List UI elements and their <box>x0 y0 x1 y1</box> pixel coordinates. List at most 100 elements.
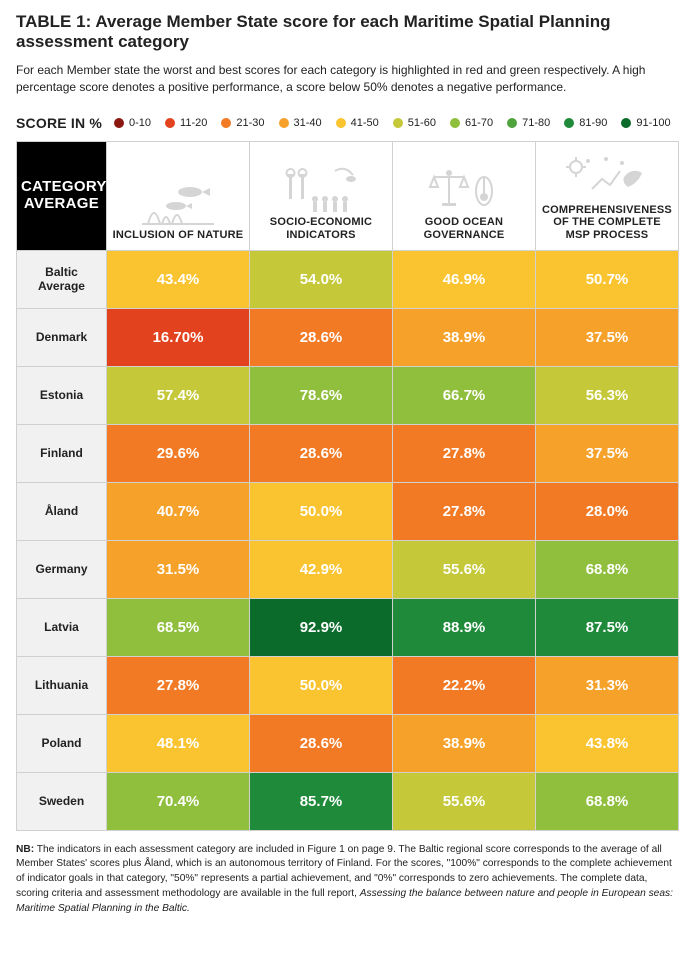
score-cell: 55.6% <box>393 772 536 830</box>
score-cell: 38.9% <box>393 308 536 366</box>
table-row: Germany31.5%42.9%55.6%68.8% <box>17 540 679 598</box>
score-cell: 68.8% <box>536 772 679 830</box>
column-header: SOCIO-ECONOMIC INDICATORS <box>250 141 393 250</box>
score-cell: 50.7% <box>536 250 679 308</box>
score-cell: 87.5% <box>536 598 679 656</box>
score-cell: 37.5% <box>536 424 679 482</box>
legend-label: 81-90 <box>579 117 607 129</box>
legend-dot <box>507 118 517 128</box>
table-row: Lithuania27.8%50.0%22.2%31.3% <box>17 656 679 714</box>
score-cell: 27.8% <box>107 656 250 714</box>
legend-item: 91-100 <box>621 117 670 129</box>
legend-dot <box>450 118 460 128</box>
column-header: COMPREHENSIVENESS OF THE COMPLETE MSP PR… <box>536 141 679 250</box>
score-cell: 54.0% <box>250 250 393 308</box>
legend-item: 21-30 <box>221 117 264 129</box>
score-cell: 92.9% <box>250 598 393 656</box>
column-label: SOCIO-ECONOMIC INDICATORS <box>254 216 388 241</box>
legend-label: 41-50 <box>351 117 379 129</box>
score-cell: 27.8% <box>393 482 536 540</box>
score-cell: 50.0% <box>250 482 393 540</box>
column-label: COMPREHENSIVENESS OF THE COMPLETE MSP PR… <box>540 204 674 242</box>
legend-item: 51-60 <box>393 117 436 129</box>
row-label: Finland <box>17 424 107 482</box>
legend-label: 11-20 <box>180 117 207 129</box>
legend-item: 11-20 <box>165 117 207 129</box>
legend-label: 21-30 <box>236 117 264 129</box>
score-cell: 29.6% <box>107 424 250 482</box>
legend-label: 51-60 <box>408 117 436 129</box>
table-row: Denmark16.70%28.6%38.9%37.5% <box>17 308 679 366</box>
score-cell: 85.7% <box>250 772 393 830</box>
score-cell: 28.0% <box>536 482 679 540</box>
score-cell: 38.9% <box>393 714 536 772</box>
legend-dot <box>221 118 231 128</box>
legend-item: 31-40 <box>279 117 322 129</box>
score-cell: 78.6% <box>250 366 393 424</box>
legend-dot <box>279 118 289 128</box>
score-cell: 16.70% <box>107 308 250 366</box>
table-row: Estonia57.4%78.6%66.7%56.3% <box>17 366 679 424</box>
score-cell: 48.1% <box>107 714 250 772</box>
score-cell: 28.6% <box>250 714 393 772</box>
column-header: GOOD OCEAN GOVERNANCE <box>393 141 536 250</box>
socio-icon <box>254 160 388 216</box>
column-label: INCLUSION OF NATURE <box>111 229 245 242</box>
legend-item: 81-90 <box>564 117 607 129</box>
score-cell: 68.8% <box>536 540 679 598</box>
score-cell: 22.2% <box>393 656 536 714</box>
footnote: NB: The indicators in each assessment ca… <box>16 843 676 917</box>
score-cell: 43.8% <box>536 714 679 772</box>
score-cell: 31.3% <box>536 656 679 714</box>
score-cell: 56.3% <box>536 366 679 424</box>
legend-label: 61-70 <box>465 117 493 129</box>
legend-label: 71-80 <box>522 117 550 129</box>
score-cell: 31.5% <box>107 540 250 598</box>
legend-label: 31-40 <box>294 117 322 129</box>
score-cell: 28.6% <box>250 308 393 366</box>
legend-dot <box>165 118 175 128</box>
legend-dot <box>114 118 124 128</box>
legend-dot <box>393 118 403 128</box>
legend-item: 41-50 <box>336 117 379 129</box>
row-label: Poland <box>17 714 107 772</box>
gov-icon <box>397 160 531 216</box>
score-cell: 66.7% <box>393 366 536 424</box>
row-label: Estonia <box>17 366 107 424</box>
cat-header-bot: AVERAGE <box>21 196 102 213</box>
row-label: Latvia <box>17 598 107 656</box>
score-cell: 43.4% <box>107 250 250 308</box>
row-label: Germany <box>17 540 107 598</box>
scores-table: CATEGORY AVERAGE INCLUSION OF NATURE SOCI… <box>16 141 679 831</box>
score-cell: 57.4% <box>107 366 250 424</box>
table-row: Finland29.6%28.6%27.8%37.5% <box>17 424 679 482</box>
row-label: Baltic Average <box>17 250 107 308</box>
legend-dot <box>621 118 631 128</box>
nature-icon <box>111 173 245 229</box>
legend-label: 0-10 <box>129 117 151 129</box>
score-cell: 27.8% <box>393 424 536 482</box>
table-row: Baltic Average43.4%54.0%46.9%50.7% <box>17 250 679 308</box>
legend: SCORE IN % 0-10 11-20 21-30 31-40 41-50 51-60… <box>16 115 678 131</box>
legend-dot <box>336 118 346 128</box>
legend-title: SCORE IN % <box>16 115 102 131</box>
score-cell: 28.6% <box>250 424 393 482</box>
legend-label: 91-100 <box>636 117 670 129</box>
table-row: Åland40.7%50.0%27.8%28.0% <box>17 482 679 540</box>
row-label: Åland <box>17 482 107 540</box>
score-cell: 42.9% <box>250 540 393 598</box>
category-header: CATEGORY AVERAGE <box>17 141 107 250</box>
score-cell: 68.5% <box>107 598 250 656</box>
cat-header-top: CATEGORY <box>21 179 102 196</box>
row-label: Denmark <box>17 308 107 366</box>
intro-text: For each Member state the worst and best… <box>16 62 676 97</box>
table-row: Latvia68.5%92.9%88.9%87.5% <box>17 598 679 656</box>
score-cell: 55.6% <box>393 540 536 598</box>
table-title: TABLE 1: Average Member State score for … <box>16 12 678 52</box>
legend-item: 71-80 <box>507 117 550 129</box>
comp-icon <box>540 148 674 204</box>
column-label: GOOD OCEAN GOVERNANCE <box>397 216 531 241</box>
score-cell: 70.4% <box>107 772 250 830</box>
table-row: Poland48.1%28.6%38.9%43.8% <box>17 714 679 772</box>
score-cell: 40.7% <box>107 482 250 540</box>
